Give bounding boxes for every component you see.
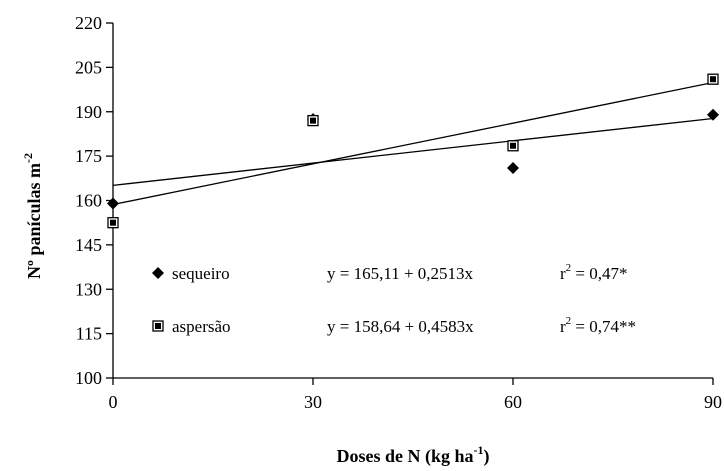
square-marker-fill [110,219,116,226]
point-sequeiro [707,108,719,121]
r2-sequeiro: r2 = 0,47* [560,262,628,283]
r2-value: = 0,47* [571,264,627,283]
x-axis-title-sup: -1 [474,443,484,457]
square-marker-fill [710,76,716,83]
r2-aspersão: r2 = 0,74** [560,315,636,336]
point-aspersão [307,114,319,127]
legend: sequeiro y = 165,11 + 0,2513x r2 = 0,47*as… [152,262,636,336]
y-tick-label: 205 [75,57,102,77]
x-axis-title: Doses de N (kg ha-1) [336,443,489,467]
y-tick-label: 130 [75,279,102,299]
trendlines [112,81,714,206]
y-tick-label: 145 [75,235,102,255]
x-tick-label: 30 [304,392,322,412]
point-aspersão [507,140,519,152]
r2-value: = 0,74** [571,317,636,336]
y-tick-label: 220 [75,13,102,33]
y-tick-label: 190 [75,102,102,122]
y-tick-label: 175 [75,146,102,166]
x-axis-title-main: Doses de N (kg ha [336,446,473,467]
legend-label-sequeiro: sequeiro [172,264,230,283]
x-tick-label: 90 [704,392,722,412]
y-axis-title-sup: -2 [21,153,35,163]
data-points [107,73,719,229]
equation-sequeiro: y = 165,11 + 0,2513x [327,264,474,283]
x-tick-label: 0 [109,392,118,412]
x-axis-title-tail: ) [484,446,490,467]
y-tick-label: 115 [76,324,102,344]
square-marker-fill [510,142,516,149]
legend-label-aspersão: aspersão [172,317,231,336]
r2-prefix: r [560,317,566,336]
y-axis-title: Nº panículas m-2 [21,153,44,279]
y-tick-label: 100 [75,368,102,388]
axes: 100 115 130 145 160 175 190 205 220 0 30 60 90 [75,13,722,412]
trendline-sequeiro [112,117,714,187]
y-tick-label: 160 [75,191,102,211]
trendline-aspersão [112,81,714,206]
legend-marker-aspersão [152,320,164,332]
r2-sup: 2 [566,262,572,274]
point-aspersão [707,73,719,85]
square-marker-fill [155,323,161,329]
r2-prefix: r [560,264,566,283]
r2-sup: 2 [566,315,572,327]
square-marker-fill [310,117,316,124]
equation-aspersão: y = 158,64 + 0,4583x [327,317,474,336]
x-tick-label: 60 [504,392,522,412]
point-sequeiro [507,161,519,174]
point-aspersão [107,217,119,229]
legend-marker-sequeiro [152,267,164,279]
point-sequeiro [107,197,119,210]
y-axis-title-main: Nº panículas m [24,163,44,279]
